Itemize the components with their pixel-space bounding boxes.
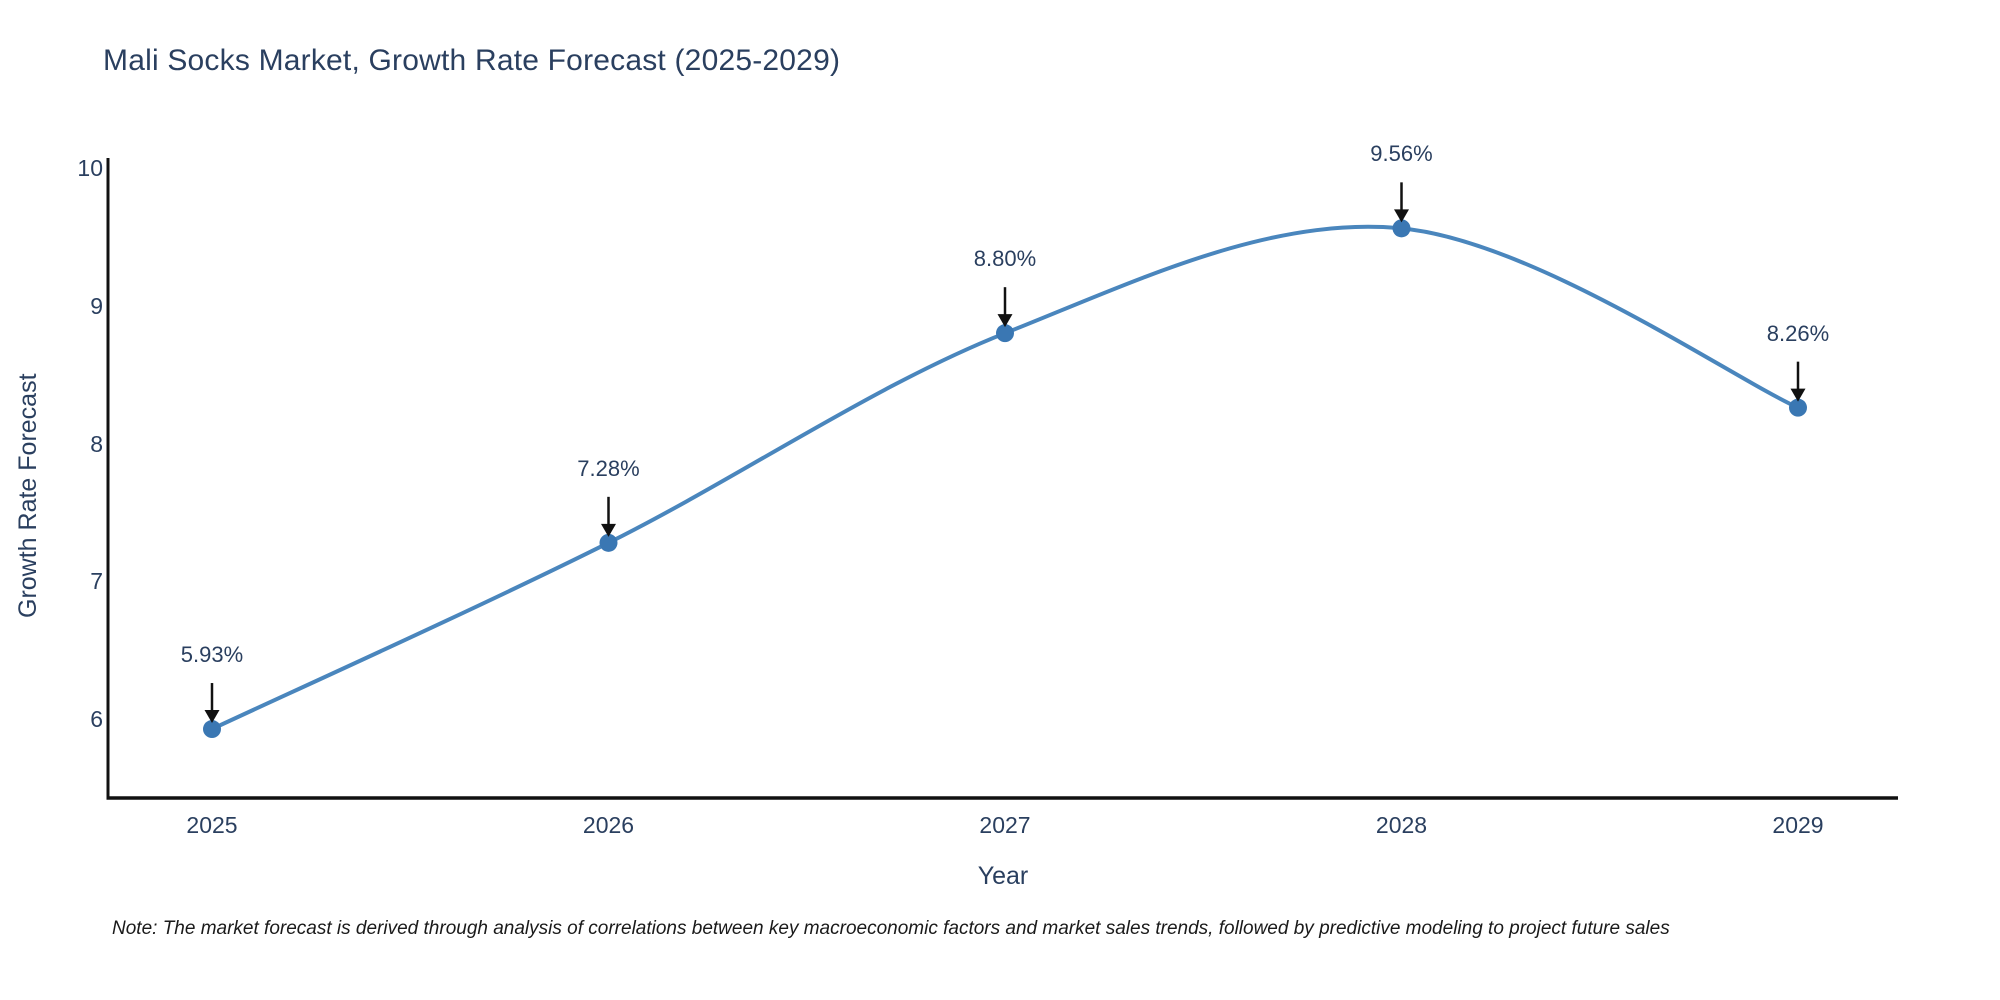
data-point-annotation: 8.80% bbox=[973, 246, 1037, 272]
annotation-arrow-head bbox=[1790, 388, 1806, 402]
y-tick-label: 8 bbox=[90, 430, 103, 457]
y-axis-title: Growth Rate Forecast bbox=[14, 373, 42, 618]
annotation-arrow-head bbox=[601, 523, 616, 537]
data-point-annotation: 8.26% bbox=[1766, 320, 1830, 346]
annotation-arrow-head bbox=[997, 314, 1013, 328]
data-point-annotation: 7.28% bbox=[577, 455, 640, 481]
x-tick-label: 2026 bbox=[582, 812, 635, 838]
x-tick-label: 2028 bbox=[1375, 812, 1428, 838]
x-tick-label: 2025 bbox=[186, 812, 238, 838]
data-point-marker bbox=[1392, 219, 1411, 238]
y-tick-label: 7 bbox=[90, 568, 103, 595]
x-tick-label: 2027 bbox=[979, 812, 1031, 838]
data-point-marker bbox=[996, 324, 1014, 343]
x-tick-label: 2029 bbox=[1772, 812, 1824, 838]
footnote: Note: The market forecast is derived thr… bbox=[112, 918, 1670, 939]
data-point-marker bbox=[203, 720, 221, 739]
data-point-annotation: 9.56% bbox=[1370, 141, 1433, 167]
y-tick-label: 6 bbox=[90, 706, 103, 733]
annotation-arrow-head bbox=[204, 710, 220, 724]
y-tick-label: 9 bbox=[90, 292, 103, 319]
x-axis-title: Year bbox=[977, 862, 1029, 890]
y-tick-label: 10 bbox=[77, 154, 103, 181]
chart-title: Mali Socks Market, Growth Rate Forecast … bbox=[103, 44, 841, 77]
data-point-marker bbox=[1789, 398, 1807, 417]
data-point-annotation: 5.93% bbox=[180, 642, 244, 668]
annotation-arrow-head bbox=[1394, 209, 1409, 223]
data-point-marker bbox=[599, 533, 618, 552]
